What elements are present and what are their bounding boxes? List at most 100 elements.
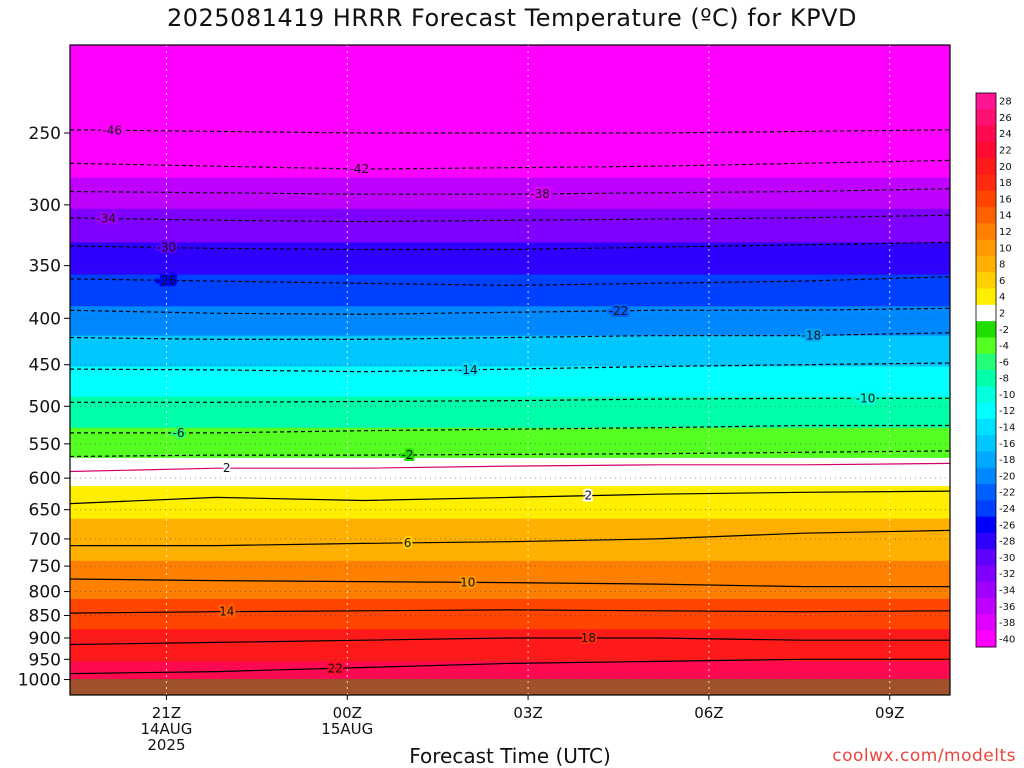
colorbar-swatch-8 (976, 255, 996, 273)
colorbar-swatch-4 (976, 288, 996, 306)
colorbar-swatch--16 (976, 435, 996, 452)
colorbar-swatch--18 (976, 451, 996, 469)
x-tick-label-0-0: 21Z (152, 704, 181, 722)
x-axis-label: Forecast Time (UTC) (409, 744, 611, 768)
y-tick-label-350: 350 (29, 257, 61, 277)
colorbar-label-2: 2 (999, 308, 1005, 319)
plot-frame (69, 44, 951, 696)
colorbar-label-18: 18 (999, 178, 1012, 189)
chart-title: 2025081419 HRRR Forecast Temperature (ºC… (166, 4, 858, 32)
colorbar-label--18: -18 (999, 455, 1015, 466)
colorbar-swatch--2 (976, 321, 996, 338)
y-tick-label-700: 700 (29, 530, 61, 550)
temp-band--40 (70, 45, 950, 178)
contour-line (70, 658, 950, 675)
colorbar-swatch-16 (976, 190, 996, 208)
colorbar-swatch--10 (976, 386, 996, 404)
contour-label: -6 (173, 426, 185, 440)
x-tick-label-3-0: 00Z (333, 704, 362, 722)
y-tick-label-800: 800 (29, 583, 61, 603)
contour-line (70, 490, 950, 505)
y-tick-label-600: 600 (29, 469, 61, 489)
contour-label: -42 (350, 162, 370, 176)
colorbar-label--8: -8 (999, 374, 1009, 385)
colorbar-label--32: -32 (999, 569, 1015, 580)
contour-label: -46 (102, 123, 122, 137)
y-tick-label-950: 950 (29, 650, 61, 670)
contour-label: -2 (402, 448, 414, 462)
colorbar-swatch-12 (976, 223, 996, 241)
colorbar-swatch--20 (976, 467, 996, 485)
contour-line (70, 637, 950, 646)
contour-label: -38 (530, 187, 550, 201)
y-tick-label-450: 450 (29, 356, 61, 376)
contour-line (70, 462, 950, 473)
colorbar-label--16: -16 (999, 439, 1015, 450)
colorbar-swatch-28 (976, 93, 996, 110)
colorbar-swatch--22 (976, 484, 996, 501)
colorbar-label--30: -30 (999, 553, 1015, 564)
contour-label: -22 (609, 304, 629, 318)
colorbar-swatch--30 (976, 549, 996, 567)
colorbar-frame (975, 92, 997, 648)
colorbar-swatch--40 (976, 630, 996, 648)
colorbar-label--38: -38 (999, 618, 1015, 629)
colorbar-swatch--4 (976, 337, 996, 355)
x-tick-label-9-0: 06Z (694, 704, 723, 722)
contour-label: -30 (157, 241, 177, 255)
colorbar-label-8: 8 (999, 260, 1005, 271)
colorbar-label--28: -28 (999, 537, 1015, 548)
x-tick-label-6-0: 03Z (513, 704, 542, 722)
contour-label: 2 (223, 461, 231, 475)
contour-label: 18 (581, 631, 596, 645)
contour-label: -26 (157, 273, 177, 287)
contour-label: -34 (96, 211, 116, 225)
contour-label: -14 (458, 363, 478, 377)
colorbar-swatch--32 (976, 565, 996, 583)
colorbar-swatch--6 (976, 353, 996, 371)
colorbar-swatch--12 (976, 402, 996, 420)
colorbar-label--4: -4 (999, 341, 1009, 352)
colorbar-label-14: 14 (999, 211, 1012, 222)
colorbar-label--40: -40 (999, 634, 1015, 645)
contour-label: 2 (585, 489, 593, 503)
colorbar-swatch-20 (976, 158, 996, 175)
x-tick-label-0-1: 14AUG (140, 720, 192, 738)
colorbar-label--24: -24 (999, 504, 1015, 515)
colorbar-label-16: 16 (999, 194, 1012, 205)
colorbar-label--14: -14 (999, 423, 1015, 434)
y-tick-label-400: 400 (29, 309, 61, 329)
colorbar-swatch--8 (976, 370, 996, 387)
source-credit: coolwx.com/modelts (832, 746, 1016, 766)
colorbar-label--34: -34 (999, 585, 1015, 596)
y-tick-label-900: 900 (29, 629, 61, 649)
colorbar-swatch--24 (976, 500, 996, 518)
colorbar-label-28: 28 (999, 97, 1012, 108)
contour-label: 22 (328, 661, 343, 675)
colorbar-swatch--28 (976, 532, 996, 550)
contour-label: 14 (219, 605, 234, 619)
colorbar-swatch--34 (976, 581, 996, 599)
colorbar-swatch--14 (976, 418, 996, 436)
contour-label: 10 (460, 575, 475, 589)
temperature-contours: 22181410622-2-6-10-14-18-22-26-30-34-38-… (70, 121, 950, 677)
colorbar-label-26: 26 (999, 113, 1012, 124)
contour-label: -18 (802, 328, 822, 342)
colorbar-label--12: -12 (999, 406, 1015, 417)
colorbar-label--20: -20 (999, 471, 1015, 482)
colorbar-swatch--26 (976, 516, 996, 534)
colorbar-label--36: -36 (999, 602, 1015, 613)
y-tick-label-650: 650 (29, 501, 61, 521)
y-tick-label-750: 750 (29, 557, 61, 577)
colorbar-label-6: 6 (999, 276, 1005, 287)
contour-line (70, 529, 950, 547)
colorbar-label-10: 10 (999, 243, 1012, 254)
colorbar-label-4: 4 (999, 292, 1005, 303)
ground-strip (70, 679, 950, 695)
y-tick-label-250: 250 (29, 124, 61, 144)
colorbar-swatch-14 (976, 207, 996, 224)
contour-line (70, 578, 950, 588)
colorbar-swatch-22 (976, 141, 996, 159)
contour-label: 6 (404, 536, 412, 550)
